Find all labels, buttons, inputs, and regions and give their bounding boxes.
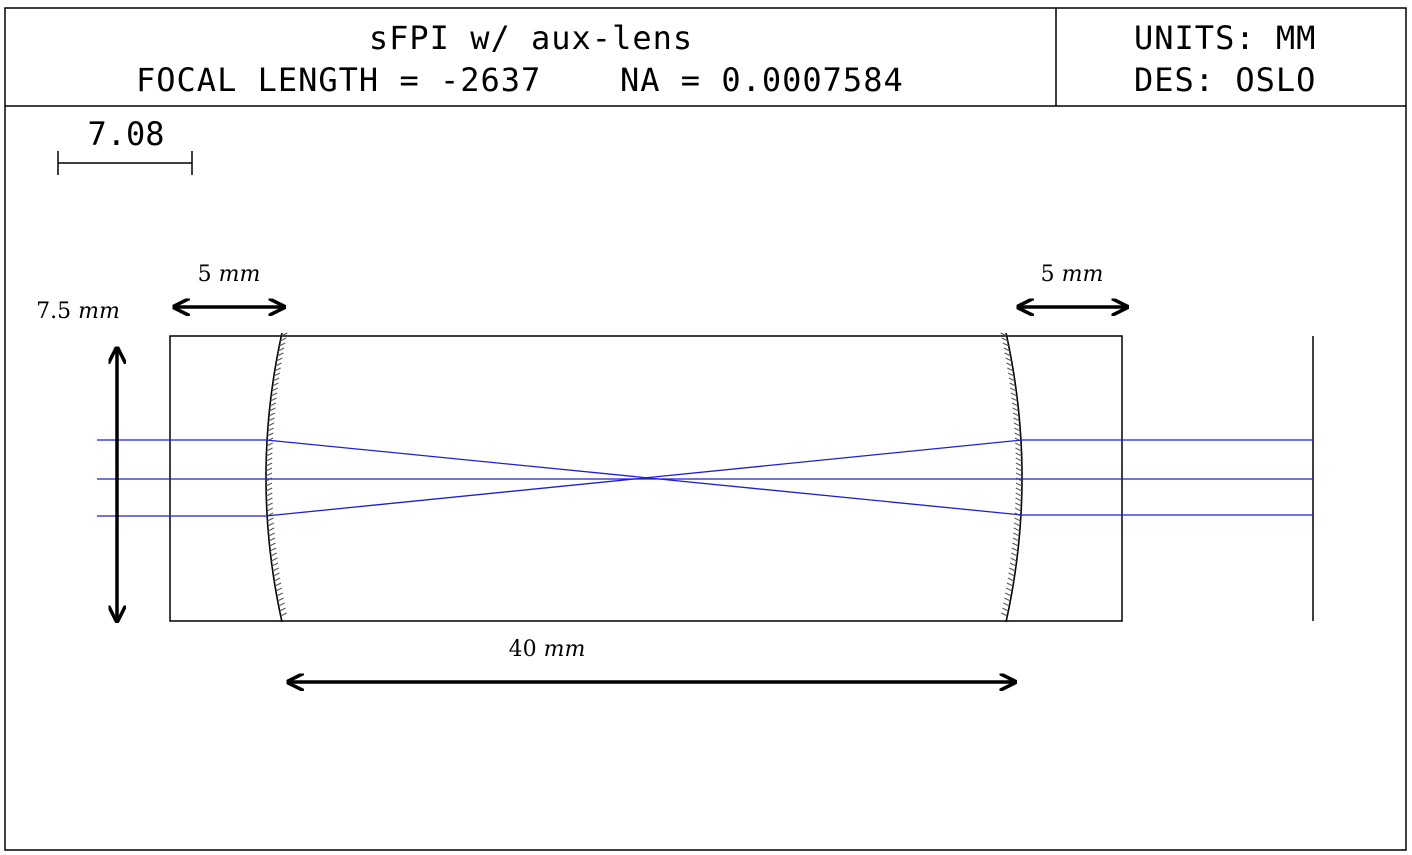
- right-gap-label: 5 mm: [1041, 262, 1104, 287]
- left-gap-label: 5 mm: [198, 262, 261, 287]
- design-title: sFPI w/ aux-lens: [369, 19, 693, 57]
- drawing-frame: [4, 7, 1407, 851]
- focal-length-readout: FOCAL LENGTH = -2637: [136, 61, 541, 99]
- height-label: 7.5 mm: [36, 299, 120, 324]
- units-label: UNITS: MM: [1134, 19, 1316, 57]
- ray-upper: [97, 439, 1313, 516]
- na-readout: NA = 0.0007584: [620, 61, 904, 99]
- right-mirror-surface: [1000, 332, 1023, 623]
- cavity-length-label: 40 mm: [509, 637, 586, 662]
- ray-lower: [97, 439, 1313, 517]
- scale-bar-label: 7.08: [87, 115, 164, 153]
- scale-bar: [57, 151, 193, 175]
- ray-bundle: [97, 439, 1313, 517]
- left-mirror-surface: [265, 332, 288, 623]
- designer-label: DES: OSLO: [1134, 61, 1316, 99]
